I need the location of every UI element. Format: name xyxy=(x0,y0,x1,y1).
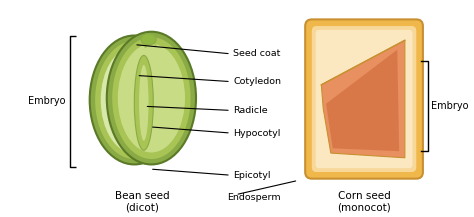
Text: Bean seed
(dicot): Bean seed (dicot) xyxy=(115,191,169,213)
Polygon shape xyxy=(326,50,399,151)
Ellipse shape xyxy=(94,40,174,160)
Text: Seed coat: Seed coat xyxy=(233,49,281,58)
Text: Embryo: Embryo xyxy=(28,96,66,106)
Ellipse shape xyxy=(139,65,148,141)
Ellipse shape xyxy=(107,32,196,164)
Text: Cotyledon: Cotyledon xyxy=(233,77,281,86)
Ellipse shape xyxy=(134,55,153,150)
Text: Endosperm: Endosperm xyxy=(228,193,281,202)
Ellipse shape xyxy=(111,36,191,160)
Ellipse shape xyxy=(90,36,179,164)
Text: Corn seed
(monocot): Corn seed (monocot) xyxy=(337,191,391,213)
Ellipse shape xyxy=(117,43,185,153)
FancyBboxPatch shape xyxy=(312,26,416,172)
Polygon shape xyxy=(321,40,405,158)
Text: Epicotyl: Epicotyl xyxy=(233,171,271,180)
FancyBboxPatch shape xyxy=(305,19,423,179)
Text: Radicle: Radicle xyxy=(233,106,268,115)
Ellipse shape xyxy=(141,34,156,45)
Text: Embryo: Embryo xyxy=(431,101,469,111)
FancyBboxPatch shape xyxy=(316,30,412,168)
Ellipse shape xyxy=(100,46,168,154)
Text: Hypocotyl: Hypocotyl xyxy=(233,128,281,138)
